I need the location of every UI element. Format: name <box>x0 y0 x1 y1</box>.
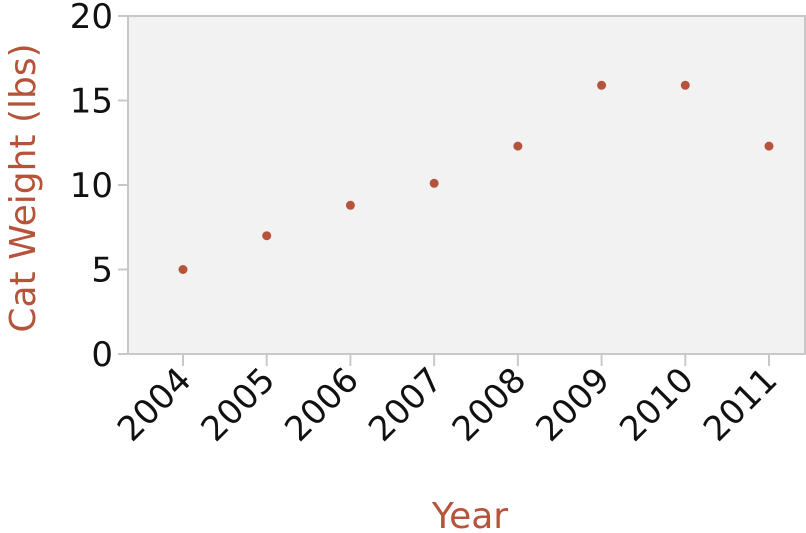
y-tick-label: 5 <box>91 251 113 291</box>
data-point <box>597 80 607 90</box>
y-axis-ticks: 0 5 10 15 20 <box>70 0 128 375</box>
data-point <box>345 200 355 210</box>
y-tick-label: 0 <box>91 335 113 375</box>
data-point <box>680 80 690 90</box>
y-tick-label: 20 <box>70 0 113 37</box>
x-tick-label: 2005 <box>194 360 283 449</box>
data-point <box>764 141 774 151</box>
y-tick-label: 15 <box>70 82 113 122</box>
x-tick-label: 2008 <box>445 360 534 449</box>
y-tick-label: 10 <box>70 166 113 206</box>
x-tick-label: 2004 <box>110 360 199 449</box>
plot-background <box>127 15 806 355</box>
x-tick-label: 2010 <box>612 360 701 449</box>
data-points <box>178 80 774 274</box>
x-tick-label: 2006 <box>277 360 366 449</box>
data-point <box>513 141 523 151</box>
y-axis-title: Cat Weight (lbs) <box>3 43 44 332</box>
x-tick-label: 2009 <box>528 360 617 449</box>
data-point <box>178 265 188 274</box>
data-point <box>429 178 439 188</box>
data-point <box>262 231 272 241</box>
x-axis-title: Year <box>431 496 508 533</box>
x-tick-label: 2011 <box>696 360 785 449</box>
x-tick-label: 2007 <box>361 360 450 449</box>
